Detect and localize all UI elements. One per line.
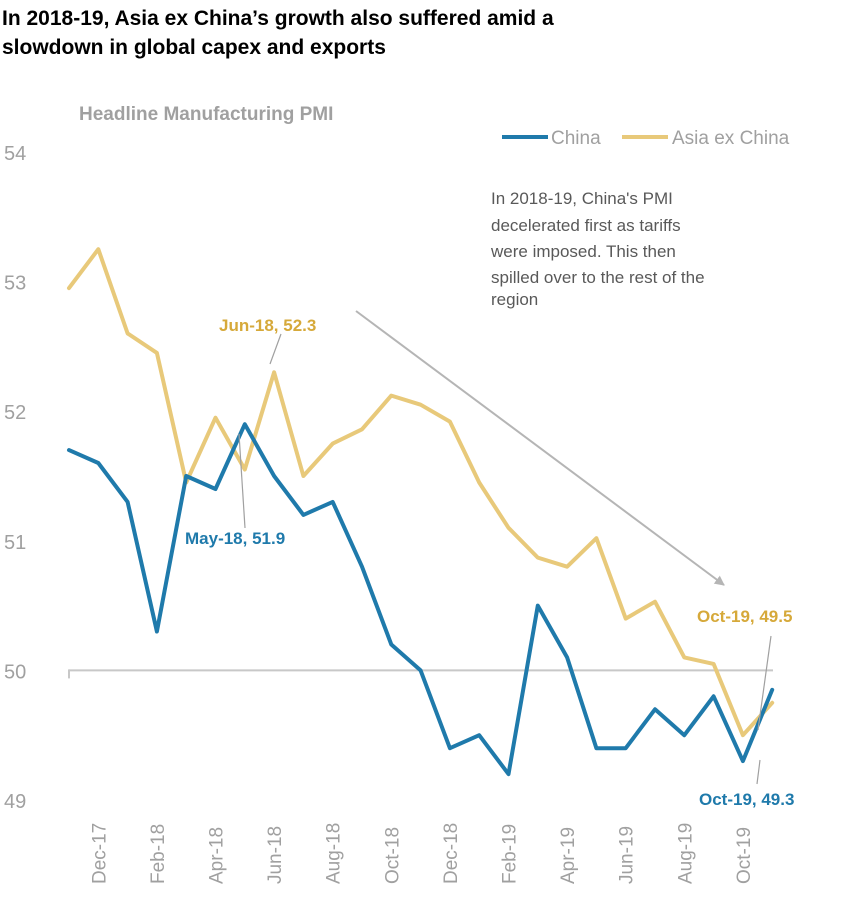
x-tick-label: Apr-19 (558, 827, 579, 884)
leader-asia-oct19 (757, 635, 772, 731)
x-tick-label: Apr-18 (207, 827, 228, 884)
label-china-may18: May-18, 51.9 (185, 529, 285, 548)
label-asia-jun18: Jun-18, 52.3 (219, 316, 316, 335)
x-tick-label: Jun-18 (265, 826, 286, 884)
y-axis: 49 50 51 52 53 54 (4, 143, 26, 813)
series-line-asia-ex-china (67, 247, 775, 738)
y-tick-label: 50 (4, 661, 26, 683)
x-tick-label: Feb-19 (500, 824, 521, 884)
x-tick-label: Dec-18 (441, 823, 462, 884)
y-tick-label: 52 (4, 402, 26, 424)
x-tick-label: Jun-19 (617, 826, 638, 884)
y-tick-label: 54 (4, 143, 26, 165)
note-line-3: were imposed. This then (490, 242, 676, 261)
leader-asia-jun18 (269, 333, 282, 365)
x-axis: Dec-17 Feb-18 Apr-18 Jun-18 Aug-18 Oct-18 Dec-… (68, 669, 755, 884)
x-tick-label: Dec-17 (89, 823, 110, 884)
label-china-oct19: Oct-19, 49.3 (699, 790, 794, 809)
legend-asia-label: Asia ex China (672, 128, 790, 149)
note-line-2: decelerated first as tariffs (491, 216, 681, 235)
legend-china-label: China (551, 128, 601, 149)
label-asia-oct19: Oct-19, 49.5 (697, 607, 792, 626)
leader-china-may18 (238, 433, 246, 529)
series-layer (67, 247, 775, 777)
note-line-4: spilled over to the rest of the (491, 268, 705, 287)
chart-title: Headline Manufacturing PMI (79, 104, 333, 125)
page-title: In 2018-19, Asia ex China’s growth also … (2, 4, 862, 62)
x-tick-label: Oct-19 (734, 827, 755, 884)
y-tick-label: 51 (4, 532, 26, 554)
y-tick-label: 49 (4, 791, 26, 813)
series-line-china (67, 422, 775, 777)
trend-arrow (355, 310, 725, 586)
page-title-line-2: slowdown in global capex and exports (2, 36, 386, 59)
note-text: In 2018-19, China's PMI decelerated firs… (490, 189, 705, 309)
x-tick-label: Aug-19 (675, 823, 696, 884)
y-tick-label: 53 (4, 273, 26, 295)
note-line-1: In 2018-19, China's PMI (491, 189, 673, 208)
legend: China Asia ex China (502, 128, 790, 149)
leader-china-oct19 (756, 759, 761, 785)
x-tick-label: Oct-18 (382, 827, 403, 884)
note-line-5: region (491, 290, 538, 309)
x-tick-label: Feb-18 (148, 824, 169, 884)
page-title-line-1: In 2018-19, Asia ex China’s growth also … (2, 7, 554, 30)
x-tick-label: Aug-18 (324, 823, 345, 884)
